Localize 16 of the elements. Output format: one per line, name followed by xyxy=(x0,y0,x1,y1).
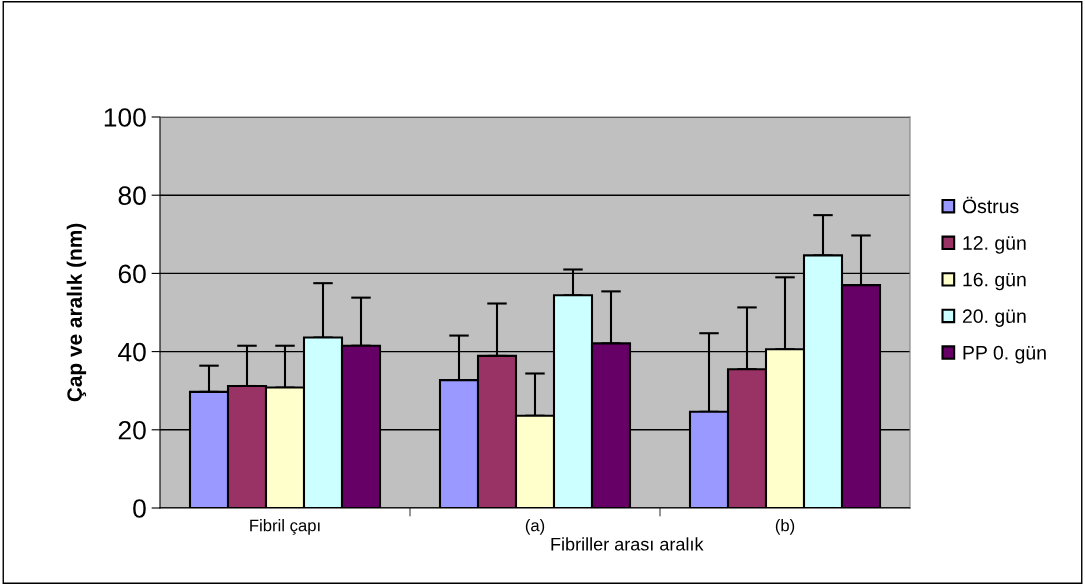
x-axis-title: Fibriller arası aralık xyxy=(551,537,704,551)
x-tick-label: Fibril çapı xyxy=(250,519,320,535)
y-tick-label: 40 xyxy=(118,342,146,362)
x-tick-label: (a) xyxy=(525,519,545,535)
y-tick-label: 60 xyxy=(118,264,146,284)
legend-label: PP 0. gün xyxy=(963,345,1046,364)
legend-label: 20. gün xyxy=(962,309,1026,327)
y-tick-label: 80 xyxy=(118,186,146,206)
y-tick-label: 0 xyxy=(133,499,146,518)
legend-label: 12. gün xyxy=(963,236,1026,254)
y-tick-label: 100 xyxy=(104,108,146,127)
y-tick-label: 20 xyxy=(118,420,146,440)
legend-label: 16. gün xyxy=(963,272,1026,291)
x-tick-label: (b) xyxy=(775,519,795,535)
y-axis-title: Çap ve aralık (nm) xyxy=(66,223,87,402)
legend-label: Östrus xyxy=(962,196,1019,214)
